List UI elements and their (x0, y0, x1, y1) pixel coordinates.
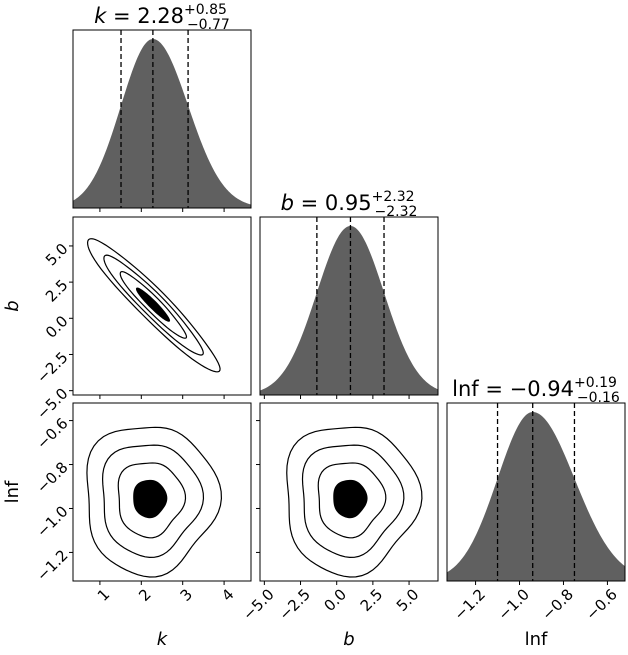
title-plus: +0.85 (184, 2, 227, 18)
contour-level-3-b-lnf (286, 426, 423, 578)
title-minus: −2.32 (375, 204, 418, 220)
title-median: = 0.95 (294, 191, 372, 215)
y-tick-label-b: −5.0 (33, 384, 71, 422)
contour-group-k-lnf (86, 426, 223, 578)
contour-core-k-lnf (133, 479, 168, 519)
y-tick-label-lnf: −0.6 (33, 414, 71, 452)
y-tick-label-b: 5.0 (42, 240, 72, 270)
contour-level-2-k-lnf (101, 444, 205, 559)
x-tick-label-b: 2.5 (357, 585, 387, 615)
title-label: lnf (452, 377, 479, 401)
title-median: = 2.28 (106, 4, 184, 28)
title-lnf: lnf = −0.94+0.19 −0.16 (452, 375, 620, 406)
x-tick-label-lnf: −0.6 (582, 585, 620, 623)
contour-level-1-k-b (119, 271, 188, 339)
title-label: k (94, 4, 107, 28)
x-tick-label-lnf: −1.0 (494, 585, 532, 623)
contour-level-2-k-b (103, 254, 204, 356)
y-tick-label-b: 0.0 (42, 312, 72, 342)
y-tick-label-b: −2.5 (33, 348, 71, 386)
hist-group-b (260, 217, 438, 395)
x-tick-label-b: 5.0 (393, 585, 423, 615)
y-tick-label-lnf: −1.2 (33, 546, 71, 584)
x-tick-label-lnf: −0.8 (538, 585, 576, 623)
x-tick-label-k: 3 (177, 585, 196, 604)
x-axis-label-b: b (343, 629, 354, 650)
panel-frame-k (72, 29, 252, 209)
title-plus: +2.32 (372, 189, 415, 205)
panel-frame-b (259, 216, 439, 396)
x-axis-label-k: k (157, 629, 169, 650)
y-tick-label-b: 2.5 (42, 276, 72, 306)
panel-frame-k-b (72, 216, 252, 396)
y-tick-label-lnf: −0.8 (33, 458, 71, 496)
x-tick-label-lnf: −1.2 (451, 585, 489, 623)
x-tick-label-k: 4 (218, 585, 237, 604)
title-median: = −0.94 (479, 377, 574, 401)
x-tick-label-b: 0.0 (321, 585, 351, 615)
contour-level-1-b-lnf (317, 462, 387, 539)
x-tick-label-b: −5.0 (239, 585, 277, 623)
contour-level-1-k-lnf (117, 462, 187, 539)
x-tick-label-k: 2 (135, 585, 154, 604)
y-axis-label-lnf: lnf (2, 480, 23, 503)
panel-frame-lnf (446, 402, 626, 582)
hist-group-lnf (447, 403, 625, 581)
contour-group-k-b (86, 238, 221, 373)
hist-k (73, 39, 251, 208)
title-b: b = 0.95+2.32 −2.32 (281, 189, 418, 220)
x-tick-label-b: −2.5 (275, 585, 313, 623)
x-axis-label-lnf: lnf (525, 629, 548, 650)
panel-frame-k-lnf (72, 402, 252, 582)
contour-core-b-lnf (333, 479, 368, 519)
x-tick-label-k: 1 (94, 585, 113, 604)
hist-b (260, 226, 438, 395)
contour-core-k-b (135, 287, 171, 322)
title-plus: +0.19 (574, 375, 617, 391)
title-label: b (281, 191, 294, 215)
contour-level-2-b-lnf (301, 444, 405, 559)
panel-frame-b-lnf (259, 402, 439, 582)
contour-level-3-k-lnf (86, 426, 223, 578)
hist-lnf (447, 412, 625, 581)
contour-level-3-k-b (86, 238, 221, 373)
hist-group-k (73, 30, 251, 208)
title-k: k = 2.28+0.85 −0.77 (94, 2, 230, 33)
title-minus: −0.77 (187, 17, 230, 33)
contour-group-b-lnf (286, 426, 423, 578)
y-axis-label-b: b (2, 300, 23, 311)
y-tick-label-lnf: −1.0 (33, 502, 71, 540)
title-minus: −0.16 (577, 390, 620, 406)
